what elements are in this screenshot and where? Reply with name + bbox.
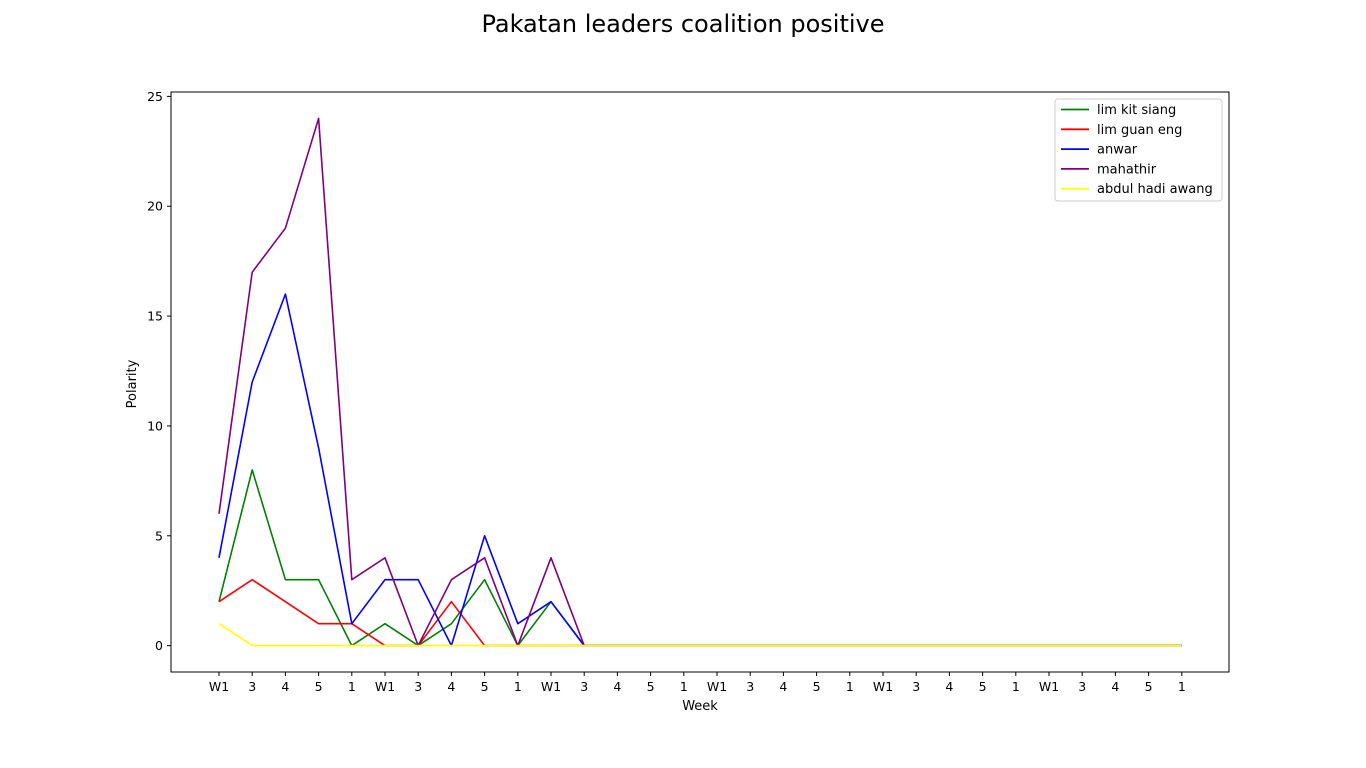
x-tick-label: 5	[1145, 679, 1153, 694]
series-line-abdul-hadi-awang	[218, 623, 1182, 647]
x-tick-label: 3	[414, 679, 422, 694]
x-tick-label: 1	[846, 679, 854, 694]
chart-title: Pakatan leaders coalition positive	[481, 10, 885, 38]
x-tick-label: 5	[813, 679, 821, 694]
y-tick-label: 10	[147, 418, 163, 433]
series-line-mahathir	[218, 117, 1182, 647]
legend-label: anwar	[1097, 143, 1138, 158]
x-tick-label: 3	[1078, 679, 1086, 694]
x-tick-label: 3	[248, 679, 256, 694]
x-tick-label: 3	[746, 679, 754, 694]
x-tick-label: 3	[912, 679, 920, 694]
x-tick-label: 3	[580, 679, 588, 694]
y-axis-label: Polarity	[125, 359, 140, 408]
x-tick-label: W1	[541, 679, 561, 694]
legend-label: lim guan eng	[1097, 123, 1182, 138]
x-tick-label: 1	[1012, 679, 1020, 694]
x-tick-label: 1	[514, 679, 522, 694]
x-tick-label: 5	[481, 679, 489, 694]
x-tick-label: 5	[315, 679, 323, 694]
y-tick-label: 15	[147, 309, 163, 324]
legend: lim kit siang lim guan eng anwar mahathir ab…	[1054, 98, 1223, 202]
x-axis-label: Week	[682, 699, 718, 714]
series-layer	[218, 117, 1182, 647]
x-tick-label: 4	[1111, 679, 1119, 694]
x-tick-label: 5	[647, 679, 655, 694]
x-tick-label: W1	[707, 679, 727, 694]
x-axis: W1 3 4 5 1 W1 3 4 5 1 W1 3 4 5 1 W1 3 4 5 1 W1 3 4 5 1 W1 3 4 5 1	[209, 672, 1186, 694]
x-tick-label: 1	[680, 679, 688, 694]
y-tick-label: 20	[147, 199, 163, 214]
x-tick-label: 1	[348, 679, 356, 694]
legend-box	[1054, 98, 1223, 202]
legend-label: abdul hadi awang	[1097, 182, 1213, 197]
x-tick-label: 5	[979, 679, 987, 694]
x-tick-label: W1	[873, 679, 893, 694]
x-tick-label: 4	[613, 679, 621, 694]
x-tick-label: 4	[779, 679, 787, 694]
y-axis: 0 5 10 15 20 25	[147, 89, 171, 653]
y-tick-label: 5	[155, 528, 163, 543]
series-line-lim-kit-siang	[218, 469, 1182, 647]
plot-frame	[170, 91, 1230, 673]
x-tick-label: W1	[375, 679, 395, 694]
x-tick-label: W1	[1039, 679, 1059, 694]
x-tick-label: 4	[447, 679, 455, 694]
legend-label: mahathir	[1097, 162, 1157, 177]
series-line-anwar	[218, 293, 1182, 647]
series-line-lim-guan-eng	[218, 578, 1182, 647]
x-tick-label: 1	[1178, 679, 1186, 694]
legend-label: lim kit siang	[1097, 103, 1176, 118]
y-tick-label: 25	[147, 89, 163, 104]
x-tick-label: W1	[209, 679, 229, 694]
x-tick-label: 4	[945, 679, 953, 694]
x-tick-label: 4	[281, 679, 289, 694]
y-tick-label: 0	[155, 638, 163, 653]
